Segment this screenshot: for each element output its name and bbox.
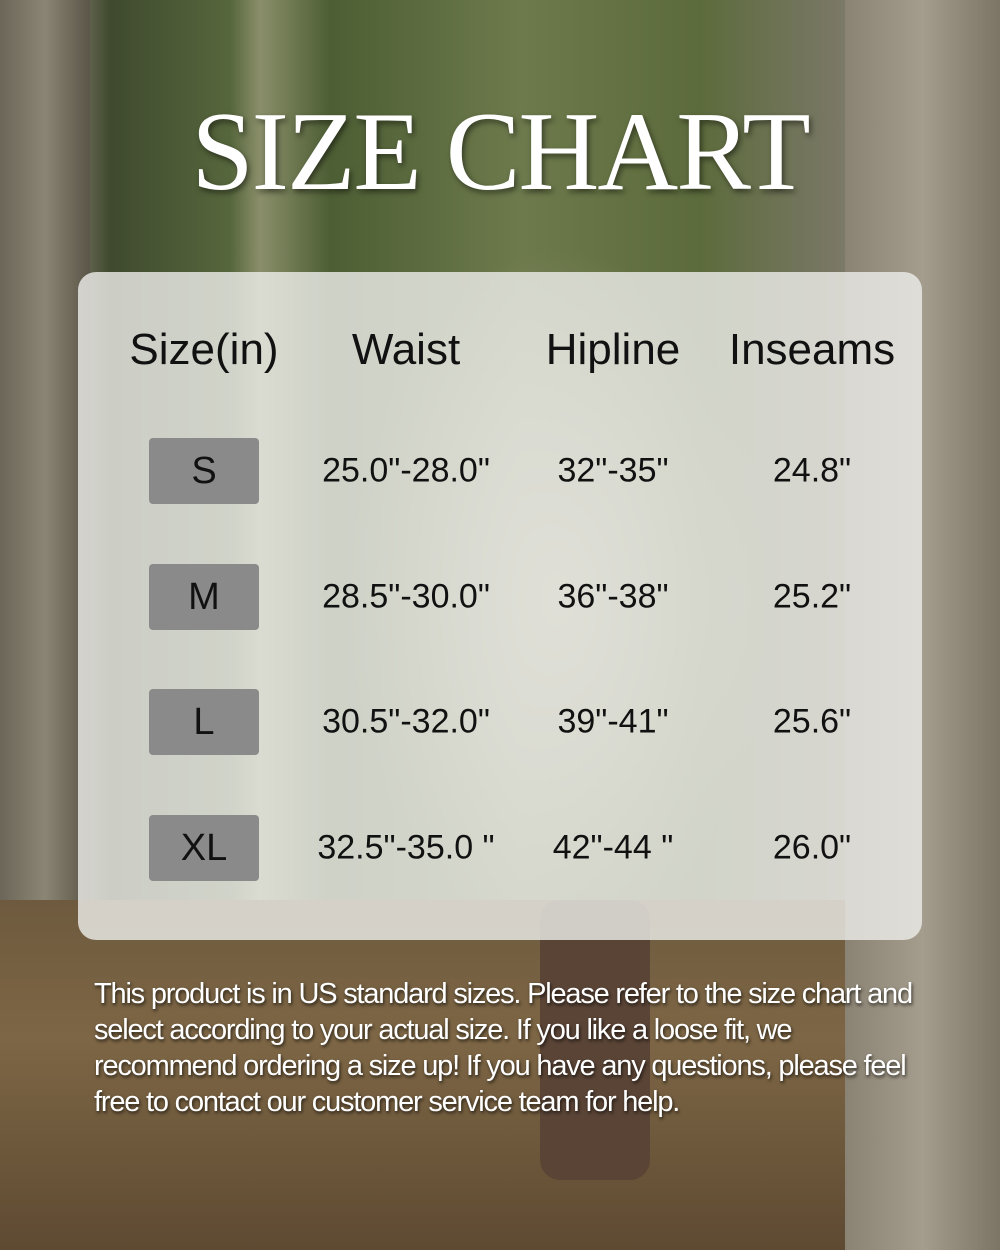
column-header: Hipline [545, 325, 681, 374]
size-inseam-cell: 25.6" [772, 702, 852, 741]
background-model-legs [540, 900, 650, 1180]
column-header: Waist [351, 325, 461, 374]
column-header: Inseams [728, 325, 896, 374]
size-badge: M [149, 564, 259, 630]
size-inseam-cell: 25.2" [772, 577, 852, 616]
size-waist-cell: 30.5"-32.0" [322, 702, 490, 741]
column-header: Size(in) [129, 325, 279, 374]
page-title: SIZE CHART [191, 90, 810, 214]
size-hipline-cell: 32"-35" [557, 451, 669, 490]
size-inseam-cell: 26.0" [772, 828, 852, 867]
size-waist-cell: 32.5"-35.0 " [317, 828, 495, 867]
size-badge: L [149, 689, 259, 755]
size-badge: S [149, 438, 259, 504]
size-waist-cell: 25.0"-28.0" [322, 451, 490, 490]
size-badge: XL [149, 815, 259, 881]
sizing-note: This product is in US standard sizes. Pl… [94, 978, 913, 1118]
background-forest-floor [0, 900, 1000, 1250]
size-hipline-cell: 36"-38" [557, 577, 669, 616]
size-hipline-cell: 39"-41" [557, 702, 669, 741]
size-hipline-cell: 42"-44 " [552, 828, 674, 867]
size-waist-cell: 28.5"-30.0" [322, 577, 490, 616]
size-inseam-cell: 24.8" [772, 451, 852, 490]
